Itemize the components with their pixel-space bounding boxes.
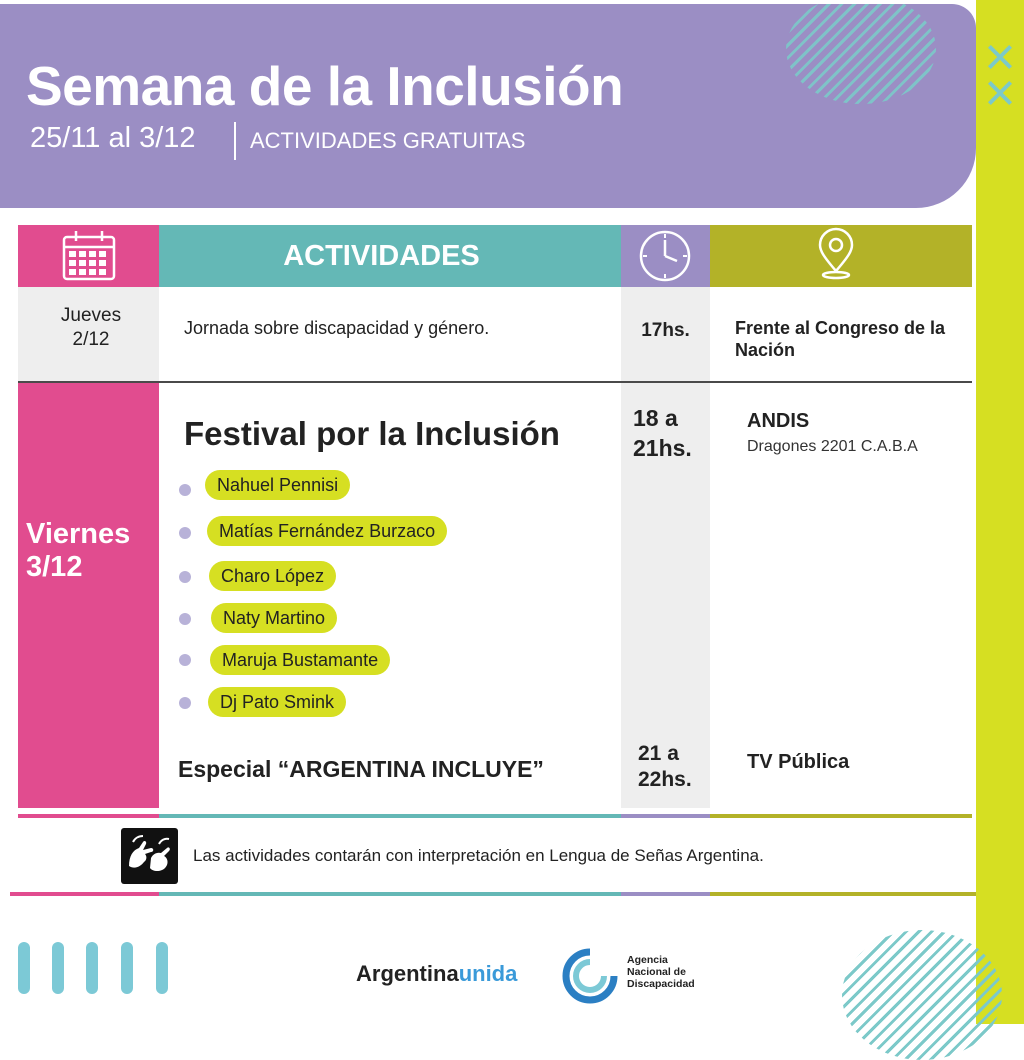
header-banner	[0, 4, 976, 208]
sign-language-note: Las actividades contarán con interpretac…	[193, 846, 764, 865]
footer-bar-decoration	[156, 942, 168, 994]
footer-bar-decoration	[121, 942, 133, 994]
row1-place-line1: Frente al Congreso de la	[735, 318, 946, 338]
right-accent-strip	[976, 0, 1024, 1024]
artist-pill: Maruja Bustamante	[210, 645, 391, 675]
row1-activity: Jornada sobre discapacidad y género.	[184, 318, 490, 338]
time-header-cell	[621, 225, 710, 287]
row2-time-cell	[621, 383, 710, 808]
separator-olive	[710, 814, 972, 818]
activities-header-label: ACTIVIDADES	[283, 240, 480, 272]
row1-day-name: Jueves	[60, 305, 122, 326]
header-divider	[234, 122, 236, 160]
footer-bar-decoration	[86, 942, 98, 994]
andis-logo-text: Agencia Nacional de Discapacidad	[627, 954, 717, 990]
separator-teal	[159, 814, 621, 818]
special-time: 21 a 22hs.	[638, 741, 692, 793]
artist-pill: Charo López	[209, 561, 337, 591]
artist-pill: Dj Pato Smink	[208, 687, 347, 717]
festival-time: 18 a 21hs.	[633, 403, 692, 463]
bullet-dot	[179, 654, 191, 666]
brand-word-unida: unida	[458, 961, 518, 986]
bullet-dot	[179, 613, 191, 625]
row1-day-cell	[18, 287, 159, 381]
special-time-line1: 21 a	[638, 742, 679, 765]
festival-time-line1: 18 a	[633, 405, 678, 431]
row2-day-label: Viernes 3/12	[26, 518, 130, 584]
activities-header-cell	[159, 225, 621, 287]
special-place: TV Pública	[747, 751, 850, 773]
row1-date: 2/12	[72, 329, 110, 350]
separator-purple	[621, 814, 710, 818]
argentina-unida-logo: Argentinaunida	[356, 961, 517, 987]
row1-day-label: Jueves 2/12	[40, 304, 142, 352]
row1-place-line2: Nación	[735, 340, 796, 360]
separator-pink	[18, 814, 159, 818]
striped-circle-decoration	[786, 4, 936, 104]
separator-pink	[10, 892, 159, 896]
row2-day-name: Viernes	[26, 518, 131, 550]
artist-pill: Naty Martino	[211, 603, 338, 633]
bullet-dot	[179, 527, 191, 539]
striped-circle-decoration	[842, 930, 1002, 1060]
festival-title: Festival por la Inclusión	[184, 415, 560, 452]
calendar-icon	[62, 231, 116, 281]
sign-language-hands-icon	[129, 835, 170, 871]
footer-bar-decoration	[18, 942, 30, 994]
row-divider	[18, 381, 972, 383]
sign-language-icon	[121, 828, 178, 884]
row2-day-cell	[18, 383, 159, 808]
separator-purple	[621, 892, 710, 896]
row1-place: Frente al Congreso de la Nación	[735, 317, 970, 361]
special-title: Especial “ARGENTINA INCLUYE”	[178, 756, 544, 782]
row1-time-cell	[621, 287, 710, 381]
calendar-header-cell	[18, 225, 159, 287]
location-pin-icon	[818, 227, 854, 280]
header-subtitle: ACTIVIDADES GRATUITAS	[250, 128, 526, 153]
row1-time: 17hs.	[641, 320, 690, 341]
special-time-line2: 22hs.	[638, 768, 692, 791]
location-header-cell	[710, 225, 972, 287]
artist-pill: Matías Fernández Burzaco	[207, 516, 448, 546]
clock-icon	[639, 230, 691, 282]
agency-line2: Nacional de	[627, 966, 686, 978]
artist-pill: Nahuel Pennisi	[205, 470, 351, 500]
festival-address: Dragones 2201 C.A.B.A	[747, 438, 918, 455]
separator-teal	[159, 892, 621, 896]
bullet-dot	[179, 484, 191, 496]
festival-place: ANDIS	[747, 410, 810, 432]
bullet-dot	[179, 571, 191, 583]
footer-bar-decoration	[52, 942, 64, 994]
brand-word-argentina: Argentina	[356, 961, 459, 986]
bullet-dot	[179, 697, 191, 709]
andis-logo-icon	[560, 946, 620, 1006]
x-decoration-icon	[987, 44, 1013, 70]
x-decoration-icon	[987, 80, 1013, 106]
separator-olive	[710, 892, 976, 896]
agency-line1: Agencia	[627, 954, 668, 966]
date-range: 25/11 al 3/12	[30, 122, 196, 154]
page-title: Semana de la Inclusión	[26, 55, 624, 117]
row2-date: 3/12	[26, 551, 83, 583]
agency-line3: Discapacidad	[627, 978, 695, 990]
festival-time-line2: 21hs.	[633, 435, 692, 461]
